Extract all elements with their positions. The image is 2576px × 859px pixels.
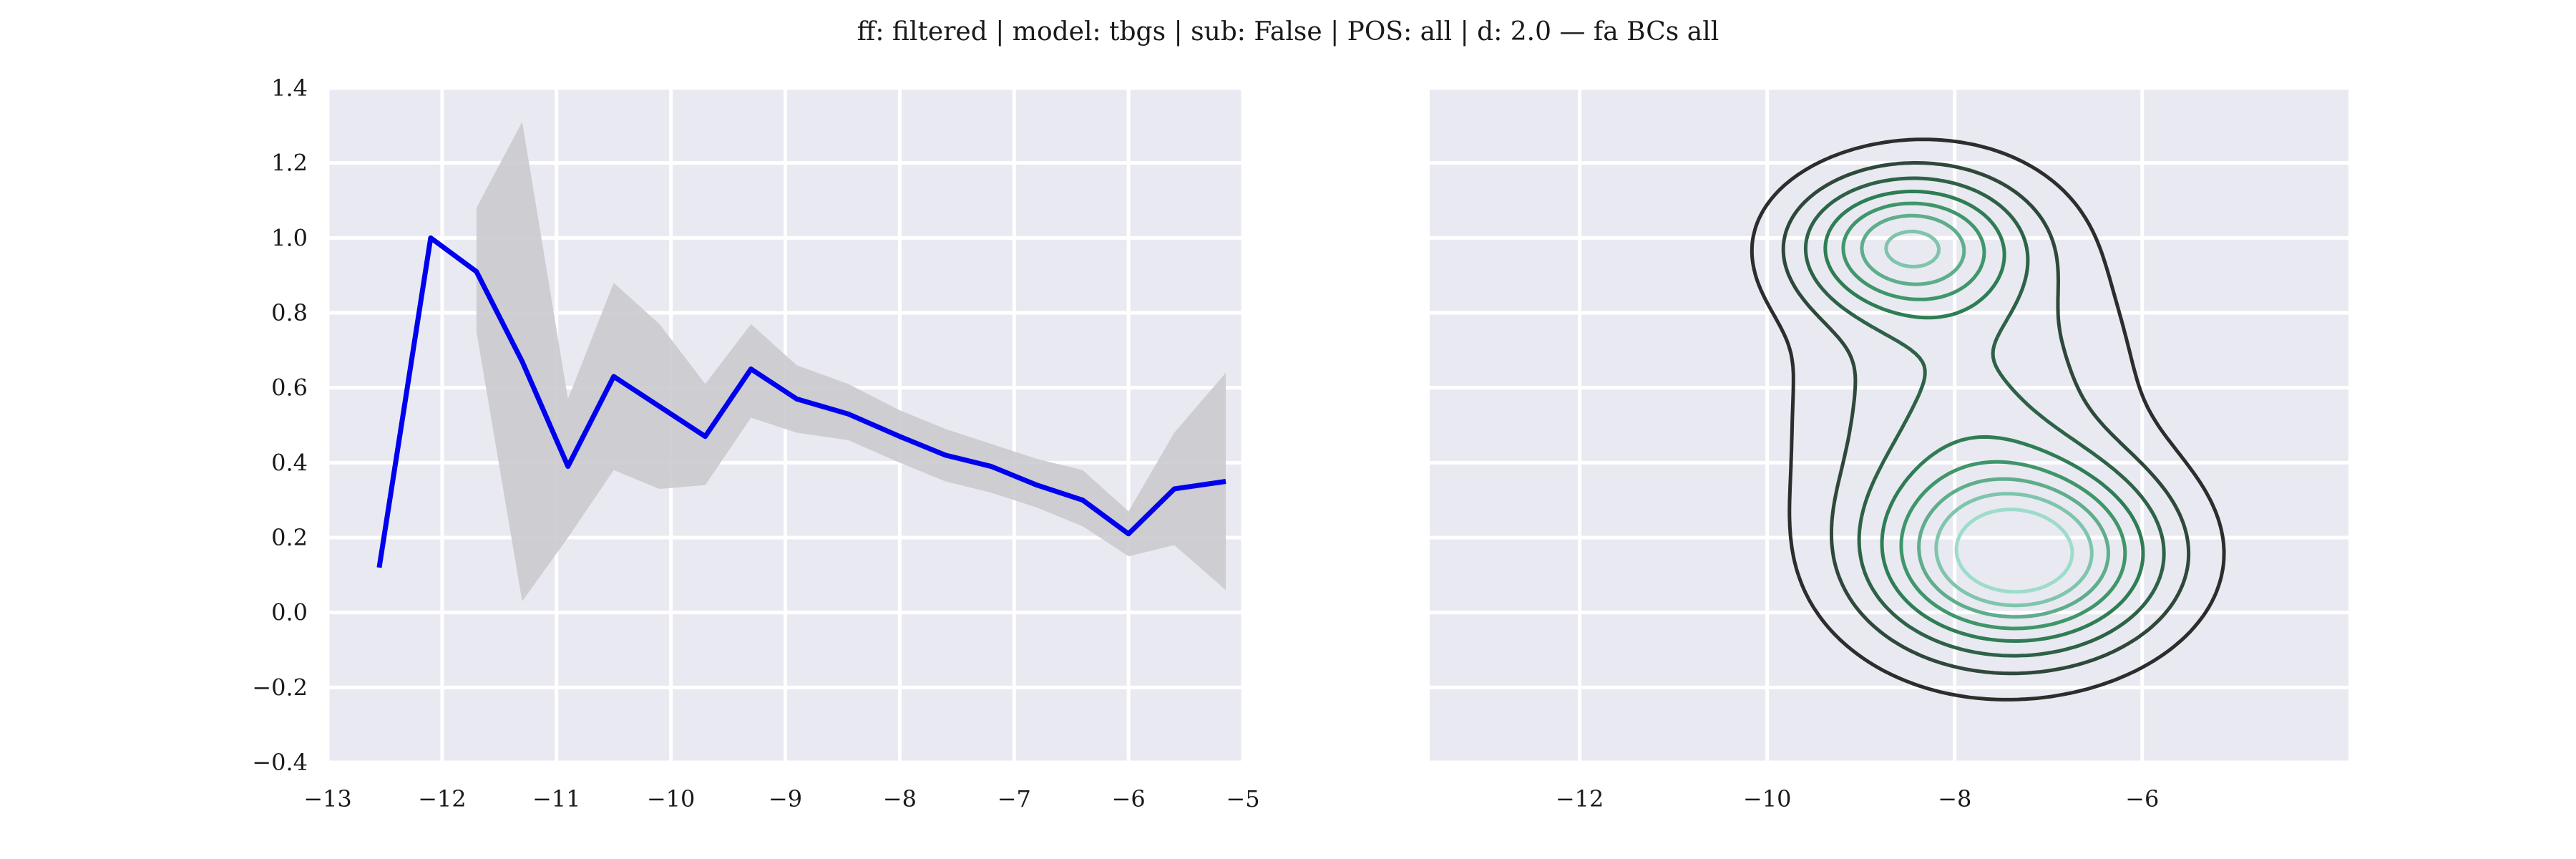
x-tick-label: −12 (418, 785, 467, 812)
x-tick-label: −11 (532, 785, 581, 812)
right-x-tick-labels: −12 −10 −8 −6 (1556, 785, 2159, 812)
contour-level (1884, 229, 2094, 608)
y-tick-label: −0.2 (252, 674, 308, 701)
contour-level (1860, 213, 2110, 619)
x-tick-label: −8 (1938, 785, 1971, 812)
x-tick-label: −10 (1743, 785, 1792, 812)
series-points (379, 238, 1226, 568)
x-tick-label: −13 (303, 785, 352, 812)
y-tick-label: 1.4 (271, 74, 308, 102)
figure-title: ff: filtered | model: tbgs | sub: False … (857, 17, 1719, 47)
x-tick-label: −6 (2125, 785, 2159, 812)
left-line-chart: −13 −12 −11 −10 −9 −8 −7 −6 −5 −0.4 −0.2 0.0 0.2 0.4… (252, 74, 1259, 812)
contour-level (1823, 189, 2145, 643)
y-tick-label: 0.2 (271, 524, 308, 551)
y-tick-label: 1.0 (271, 224, 308, 251)
y-tick-label: −0.4 (252, 749, 308, 776)
y-tick-label: 1.2 (271, 150, 308, 177)
y-tick-label: 0.0 (271, 599, 308, 626)
x-tick-label: −10 (647, 785, 696, 812)
y-tick-label: 0.8 (271, 299, 308, 326)
x-tick-label: −9 (769, 785, 802, 812)
contour-level (1841, 201, 2127, 631)
right-gridlines (1430, 86, 2348, 765)
x-tick-label: −12 (1556, 785, 1604, 812)
x-tick-label: −5 (1226, 785, 1259, 812)
y-tick-label: 0.4 (271, 449, 308, 476)
left-y-tick-labels: −0.4 −0.2 0.0 0.2 0.4 0.6 0.8 1.0 1.2 1.4 (252, 74, 308, 776)
contour-level (1803, 176, 2166, 658)
right-contour-chart: −12 −10 −8 −6 (1430, 86, 2348, 812)
confidence-band (476, 122, 1226, 601)
x-tick-label: −7 (997, 785, 1031, 812)
left-x-tick-labels: −13 −12 −11 −10 −9 −8 −7 −6 −5 (303, 785, 1259, 812)
contour-level (1954, 508, 2074, 594)
x-tick-label: −6 (1112, 785, 1146, 812)
kde-contours (1750, 137, 2226, 702)
x-tick-label: −8 (883, 785, 917, 812)
contour-level (1781, 161, 2191, 676)
contour-level (1750, 137, 2226, 702)
y-tick-label: 0.6 (271, 374, 308, 402)
right-plot-area (1430, 88, 2348, 762)
